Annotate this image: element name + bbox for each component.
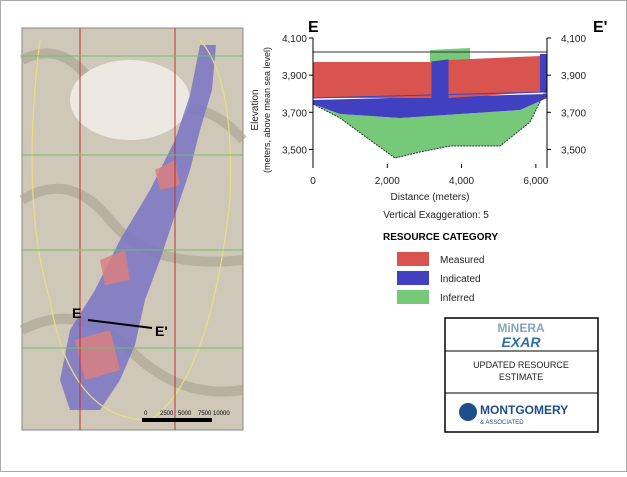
legend: Measured Indicated Inferred [397, 252, 484, 304]
section-left: E [308, 19, 319, 36]
measured-area [75, 160, 180, 380]
scale-label: 0 [144, 411, 148, 417]
y2-tick-label: 3,500 [561, 145, 586, 156]
legend-label: Inferred [440, 293, 474, 304]
salar [70, 60, 190, 140]
y-tick-label: 4,100 [282, 34, 307, 45]
scale-label: 5000 [178, 411, 192, 417]
x-tick-label: 0 [310, 176, 316, 187]
logo-box: MiNERA EXAR UPDATED RESOURCE ESTIMATE MO… [444, 317, 599, 433]
legend-label: Indicated [440, 274, 481, 285]
ticks: 3,500 3,500 3,700 3,700 3,900 3,900 4,100 4,100… [282, 34, 586, 187]
legend-label: Measured [440, 255, 484, 266]
y-label-sub: (meters, above mean sea level) [262, 47, 272, 173]
y2-tick-label: 3,900 [561, 71, 586, 82]
resource-area [60, 45, 216, 410]
caption: ESTIMATE [499, 372, 543, 382]
x-tick-label: 4,000 [449, 176, 474, 187]
note: Vertical Exaggeration: 5 [383, 210, 489, 221]
scale-labels: 0 2500 5000 7500 10000 [144, 411, 230, 417]
company-icon [459, 403, 477, 421]
y-tick-label: 3,500 [282, 145, 307, 156]
legend-swatch [397, 271, 429, 285]
scale-label: 7500 10000 [198, 411, 230, 417]
scale-bar [142, 418, 212, 422]
company: MONTGOMERY [480, 403, 568, 417]
caption: UPDATED RESOURCE [473, 360, 569, 370]
company-sub: & ASSOCIATED [480, 420, 524, 426]
section-start: E [72, 305, 81, 321]
y-tick-label: 3,900 [282, 71, 307, 82]
legend-title: RESOURCE CATEGORY [383, 232, 498, 243]
x-tick-label: 2,000 [375, 176, 400, 187]
y2-tick-label: 3,700 [561, 108, 586, 119]
scale-label: 2500 [160, 411, 174, 417]
section-line [87, 319, 153, 329]
legend-swatch [397, 252, 429, 266]
indicated-zone [313, 54, 547, 118]
x-label: Distance (meters) [391, 192, 470, 203]
y2-tick-label: 4,100 [561, 34, 586, 45]
section-end: E' [155, 323, 168, 339]
indicated-zone [312, 59, 548, 99]
map: E E' 0 2500 5000 7500 10000 [19, 27, 247, 431]
basement [312, 87, 548, 159]
y-tick-label: 3,700 [282, 108, 307, 119]
y-label: Elevation [250, 89, 261, 130]
legend-swatch [397, 290, 429, 304]
logo-top: MiNERA [497, 321, 545, 335]
measured-zone [313, 56, 540, 98]
x-tick-label: 6,000 [523, 176, 548, 187]
logo-bottom: EXAR [502, 334, 542, 350]
section-right: E' [593, 19, 607, 36]
section: E E' Elevation (meters, above mean sea l… [250, 19, 607, 221]
